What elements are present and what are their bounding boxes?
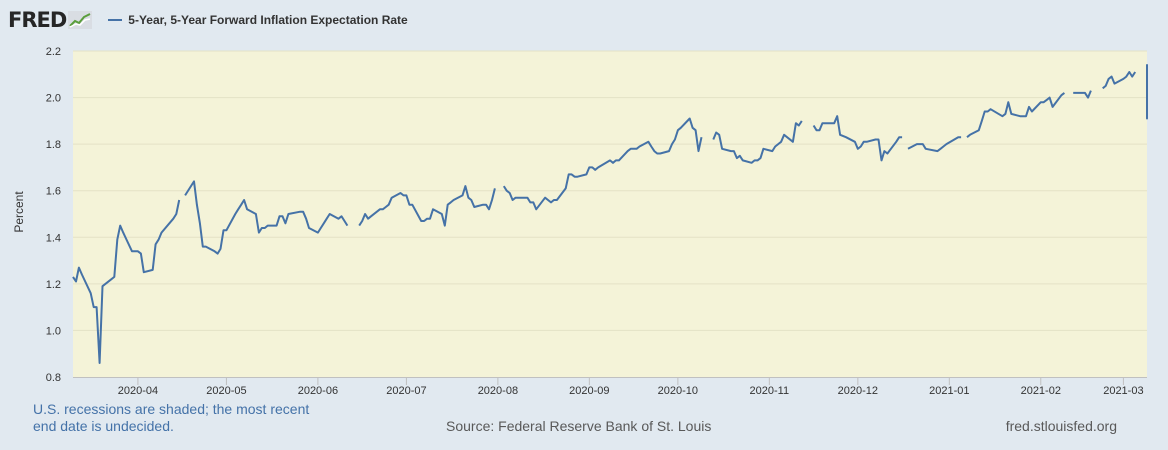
legend-swatch [108,19,123,21]
series-line-segment [1102,71,1137,90]
series-line-segment [907,136,962,153]
y-tick-label: 1.6 [46,186,61,198]
x-tick-label: 2020-05 [206,385,246,397]
y-tick-label: 2.2 [46,46,61,58]
x-tick-label: 2021-02 [1021,385,1061,397]
y-axis-label: Percent [12,191,26,233]
x-tick-label: 2020-09 [569,385,609,397]
y-axis-ticks: 0.8 1.0 1.2 1.4 1.6 1.8 2.0 2.2 [46,46,61,384]
y-tick-label: 2.0 [46,93,61,105]
series-lines [72,64,1148,364]
series-line-segment [184,180,349,255]
y-tick-label: 1.4 [46,232,61,244]
x-tick-label: 2020-11 [750,385,790,397]
plot-area [73,51,1147,377]
logo-text: FRED [8,8,67,32]
series-line-segment [358,185,496,227]
x-tick-label: 2020-12 [838,385,878,397]
gridlines [73,50,1147,378]
x-tick-label: 2020-07 [386,385,426,397]
site-url[interactable]: fred.stlouisfed.org [1005,418,1117,434]
chart-header: FRED 5-Year, 5-Year Forward Inflation Ex… [8,6,408,34]
series-line-segment [966,92,1066,138]
y-tick-label: 1.8 [46,139,61,151]
x-tick-label: 2020-10 [658,385,698,397]
y-tick-label: 0.8 [46,372,61,384]
x-tick-label: 2020-04 [118,385,158,397]
x-tick-label: 2020-08 [478,385,518,397]
series-line-segment [712,120,803,164]
x-tick-label: 2021-03 [1103,385,1143,397]
recession-note: U.S. recessions are shaded; the most rec… [33,401,310,434]
legend: 5-Year, 5-Year Forward Inflation Expecta… [108,13,408,27]
series-line-segment [72,199,181,364]
x-tick-label: 2020-06 [298,385,338,397]
series-line-segment [1073,90,1092,99]
chart-trend-icon [68,11,93,29]
source-note: Source: Federal Reserve Bank of St. Loui… [446,418,712,434]
x-tick-label: 2021-01 [929,385,969,397]
series-line-segment [812,115,903,162]
fred-logo[interactable]: FRED [8,8,93,32]
x-axis-ticks: 2020-04 2020-05 2020-06 2020-07 2020-08 2020-… [118,377,1144,397]
series-line-segment [502,117,703,211]
y-tick-label: 1.2 [46,279,61,291]
y-tick-label: 1.0 [46,325,61,337]
legend-label: 5-Year, 5-Year Forward Inflation Expecta… [128,13,408,27]
